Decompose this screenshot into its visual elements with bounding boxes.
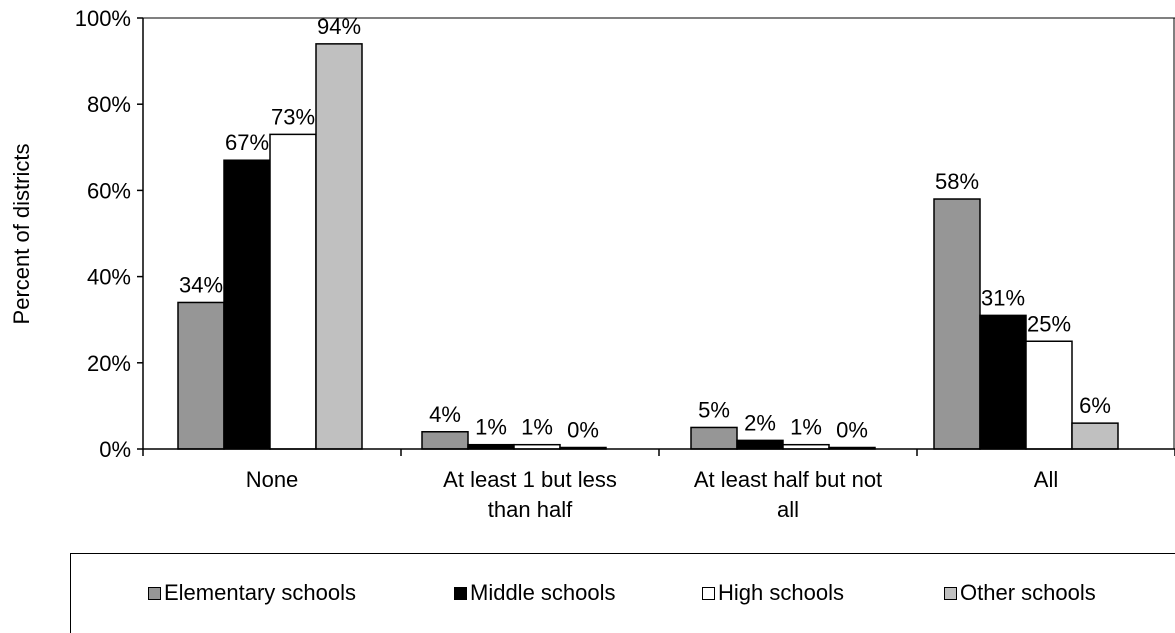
bar bbox=[315, 43, 363, 450]
y-tick-label: 0% bbox=[99, 437, 131, 462]
data-label: 0% bbox=[567, 418, 599, 443]
legend-swatch bbox=[148, 586, 161, 600]
y-tick-label: 60% bbox=[87, 178, 131, 203]
data-label: 4% bbox=[429, 402, 461, 427]
legend-swatch bbox=[702, 586, 715, 600]
data-label: 73% bbox=[271, 104, 315, 129]
data-label: 67% bbox=[225, 130, 269, 155]
data-label: 1% bbox=[475, 415, 507, 440]
bar bbox=[1071, 422, 1119, 450]
data-label: 1% bbox=[521, 415, 553, 440]
x-category-label: than half bbox=[488, 497, 573, 522]
data-label: 0% bbox=[836, 418, 868, 443]
legend-item: High schools bbox=[702, 580, 844, 605]
x-category-label: None bbox=[246, 467, 299, 492]
data-label: 2% bbox=[744, 410, 776, 435]
bar bbox=[979, 314, 1027, 450]
legend-label: Elementary schools bbox=[164, 580, 356, 605]
chart-plot: 0%20%40%60%80%100% 34%67%73%94%4%1% 1% 0%5… bbox=[9, 6, 1175, 522]
data-labels-group: 34%67%73%94%4%1% 1% 0%5%2% 1% 0%58%31%25%6% bbox=[179, 14, 1111, 443]
bar bbox=[223, 159, 271, 450]
x-category-label: At least 1 but less bbox=[443, 467, 617, 492]
y-tick-label: 20% bbox=[87, 351, 131, 376]
category-labels-group: None At least 1 but less than half At least… bbox=[246, 467, 1059, 522]
y-axis-ticks: 0% 20% 40% 60% 80% 100% bbox=[75, 6, 1175, 462]
legend-label: Middle schools bbox=[470, 580, 616, 605]
x-category-label: all bbox=[777, 497, 799, 522]
x-category-label: At least half but not bbox=[694, 467, 882, 492]
data-label: 5% bbox=[698, 397, 730, 422]
bar bbox=[177, 301, 225, 450]
data-label: 34% bbox=[179, 272, 223, 297]
legend-label: High schools bbox=[718, 580, 844, 605]
bar bbox=[269, 133, 317, 450]
bar bbox=[421, 431, 469, 450]
bars-group bbox=[177, 43, 1119, 450]
y-tick-label: 40% bbox=[87, 265, 131, 290]
legend-item: Other schools bbox=[944, 580, 1096, 605]
x-category-label: All bbox=[1034, 467, 1058, 492]
data-label: 31% bbox=[981, 285, 1025, 310]
legend-swatch bbox=[454, 586, 467, 600]
y-tick-label: 100% bbox=[75, 6, 131, 31]
bar bbox=[690, 426, 738, 450]
data-label: 6% bbox=[1079, 393, 1111, 418]
legend-swatch bbox=[944, 586, 957, 600]
y-axis-title: Percent of districts bbox=[9, 144, 34, 325]
legend-label: Other schools bbox=[960, 580, 1096, 605]
data-label: 1% bbox=[790, 415, 822, 440]
data-label: 58% bbox=[935, 169, 979, 194]
y-tick-label: 80% bbox=[87, 92, 131, 117]
bar bbox=[736, 439, 784, 450]
legend-item: Middle schools bbox=[454, 580, 616, 605]
data-label: 25% bbox=[1027, 311, 1071, 336]
legend: Elementary schools Middle schools High sch… bbox=[70, 553, 1175, 633]
bar bbox=[933, 198, 981, 450]
legend-item: Elementary schools bbox=[148, 580, 356, 605]
bar bbox=[1025, 340, 1073, 450]
